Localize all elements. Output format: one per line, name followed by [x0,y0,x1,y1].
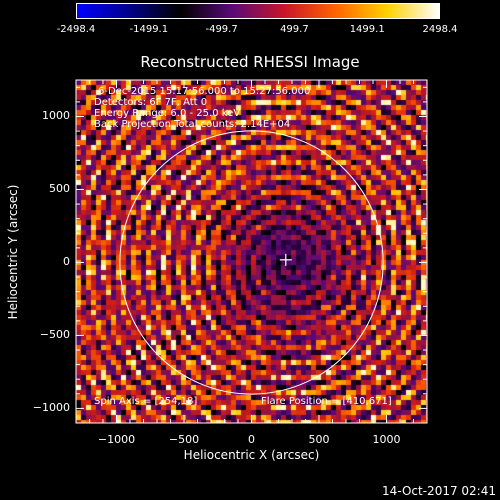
info-line-2: Detectors: 6F 7F, Att 0 [94,97,208,108]
solar-limb-circle [119,130,384,395]
info-line-3: Energy Range: 6.0 - 25.0 keV [94,108,241,119]
x-tick-label: 0 [248,433,255,446]
chart-title: Reconstructed RHESSI Image [140,53,360,71]
y-tick-label: 1000 [42,109,70,123]
info-line-1: 6-Dec-2015 15:17:56.000 to 15:27:56.000 [98,86,311,97]
y-tick-label: 0 [63,255,70,269]
plot-overlay [119,130,384,395]
colorbar-tick-label: -499.7 [205,24,238,35]
info-line-4: Back Projection Total counts: 2.14E+04 [94,119,291,130]
spin-axis-label: Spin Axis = [254,18] [94,396,198,407]
x-tick-label: −1000 [97,433,136,446]
colorbar-tick-label: 2498.4 [422,24,458,35]
y-axis-label: Heliocentric Y (arcsec) [6,184,20,320]
x-axis-label: Heliocentric X (arcsec) [183,448,320,462]
y-tick-label: −500 [39,328,70,342]
y-tick-label: 500 [49,182,70,196]
colorbar-tick-label: 1499.1 [349,24,385,35]
plot-area: 6-Dec-2015 15:17:56.000 to 15:27:56.000 … [76,80,427,423]
colorbar [76,3,440,19]
colorbar-tick-label: -2498.4 [56,24,96,35]
timestamp: 14-Oct-2017 02:41 [382,484,496,498]
x-tick-label: 1000 [372,433,401,446]
x-tick-label: −500 [168,433,200,446]
x-tick-label: 500 [308,433,330,446]
y-tick-label: −1000 [32,401,70,415]
colorbar-tick-label: 499.7 [280,24,309,35]
colorbar-gradient [77,4,439,18]
flare-position-label: Flare Position = [410,671] [261,396,392,407]
colorbar-tick-label: -1499.1 [129,24,169,35]
